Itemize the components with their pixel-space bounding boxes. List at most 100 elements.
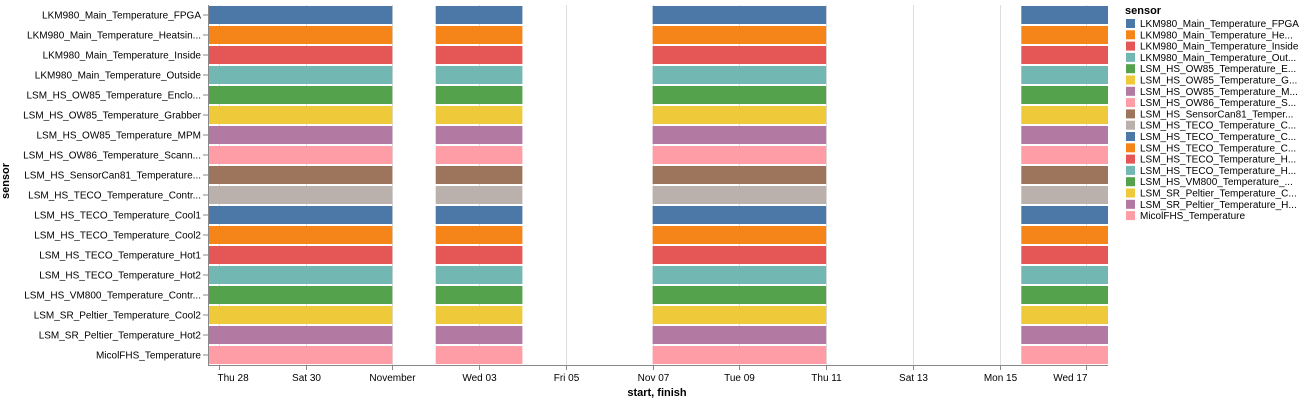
- x-tick-label: Mon 15: [984, 373, 1018, 384]
- gantt-bar: [652, 66, 827, 84]
- legend-label: LSM_HS_TECO_Temperature_H...: [1140, 155, 1296, 166]
- gantt-bar: [652, 126, 827, 144]
- legend-label: LSM_HS_OW85_Temperature_E...: [1140, 64, 1296, 75]
- gantt-bar: [435, 286, 523, 304]
- y-tick-label: LSM_HS_TECO_Temperature_Cool2: [34, 231, 201, 242]
- gantt-bar: [435, 266, 523, 284]
- gantt-bar: [208, 146, 393, 164]
- x-tick-label: Nov 07: [638, 373, 670, 384]
- legend-swatch: [1126, 154, 1135, 164]
- gantt-bar: [435, 246, 523, 264]
- legend-swatch: [1126, 188, 1135, 198]
- gantt-bar: [1021, 186, 1108, 204]
- x-tick-label: Tue 09: [724, 373, 755, 384]
- gantt-bar: [208, 86, 393, 104]
- gantt-bar: [208, 106, 393, 124]
- gantt-bar: [435, 46, 523, 64]
- legend-label: LSM_HS_TECO_Temperature_C...: [1140, 132, 1296, 143]
- x-tick-label: Wed 03: [462, 373, 497, 384]
- gantt-bar: [435, 146, 523, 164]
- y-tick-label: MicolFHS_Temperature: [96, 351, 201, 362]
- legend-swatch: [1126, 19, 1135, 28]
- legend-label: LKM980_Main_Temperature_Inside: [1140, 42, 1299, 53]
- gantt-bar: [435, 26, 523, 44]
- x-axis-title: start, finish: [627, 387, 687, 399]
- y-tick-label: LKM980_Main_Temperature_Heatsin...: [27, 31, 201, 42]
- legend-swatch: [1126, 41, 1135, 51]
- y-tick-label: LSM_HS_VM800_Temperature_Contr...: [24, 291, 201, 302]
- x-tick-label: Fri 05: [554, 373, 580, 384]
- gantt-bar: [1021, 326, 1108, 344]
- legend-label: LKM980_Main_Temperature_Out...: [1140, 53, 1296, 64]
- y-tick-label: LKM980_Main_Temperature_Inside: [43, 51, 202, 62]
- gantt-bar: [1021, 246, 1108, 264]
- y-tick-label: LSM_HS_OW86_Temperature_Scann...: [23, 151, 201, 162]
- legend-label: LSM_HS_OW85_Temperature_M...: [1140, 87, 1298, 98]
- gantt-bar: [652, 286, 827, 304]
- legend-label: LSM_HS_TECO_Temperature_C...: [1140, 121, 1296, 132]
- gantt-bar: [1021, 26, 1108, 44]
- gantt-bar: [435, 86, 523, 104]
- gantt-bar: [1021, 146, 1108, 164]
- y-tick-label: LSM_HS_OW85_Temperature_MPM: [36, 131, 201, 142]
- legend-swatch: [1126, 177, 1135, 187]
- gantt-bar: [435, 226, 523, 244]
- gantt-bar: [208, 206, 393, 224]
- gantt-bar: [435, 126, 523, 144]
- gantt-bar: [435, 346, 523, 364]
- gantt-bar: [208, 226, 393, 244]
- y-tick-label: LKM980_Main_Temperature_FPGA: [42, 11, 201, 22]
- gantt-bar: [652, 26, 827, 44]
- gantt-bar: [1021, 166, 1108, 184]
- gantt-bar: [208, 46, 393, 64]
- x-tick-label: Wed 17: [1053, 373, 1088, 384]
- gantt-bar: [208, 246, 393, 264]
- legend-label: LSM_HS_VM800_Temperature_...: [1140, 177, 1293, 188]
- gantt-bar: [435, 326, 523, 344]
- gantt-bar: [652, 306, 827, 324]
- x-tick-label: Sat 13: [899, 373, 928, 384]
- y-tick-label: LSM_SR_Peltier_Temperature_Hot2: [39, 331, 202, 342]
- x-axis: Thu 28 Sat 30 November Wed 03 Fri 05 Nov 07 Tu…: [208, 365, 1108, 384]
- x-tick-label: Sat 30: [292, 373, 321, 384]
- y-tick-label: LSM_HS_TECO_Temperature_Contr...: [28, 191, 201, 202]
- gantt-bar: [1021, 286, 1108, 304]
- legend: sensor LKM980_Main_Temperature_FPGALKM98…: [1125, 5, 1299, 222]
- gantt-bar: [652, 206, 827, 224]
- gantt-bar: [652, 146, 827, 164]
- legend-swatch: [1126, 98, 1135, 108]
- y-tick-label: LSM_HS_OW85_Temperature_Grabber: [23, 111, 202, 122]
- gantt-bar: [1021, 226, 1108, 244]
- gantt-bar: [1021, 266, 1108, 284]
- legend-swatch: [1126, 211, 1135, 221]
- y-tick-label: LKM980_Main_Temperature_Outside: [35, 71, 202, 82]
- gantt-bar: [652, 86, 827, 104]
- legend-swatch: [1126, 75, 1135, 85]
- gantt-bar: [208, 346, 393, 364]
- gantt-bar: [652, 6, 827, 24]
- y-tick-label: LSM_SR_Peltier_Temperature_Cool2: [34, 311, 202, 322]
- gantt-bar: [208, 126, 393, 144]
- gantt-bar: [652, 46, 827, 64]
- legend-swatch: [1126, 132, 1135, 141]
- legend-swatch: [1126, 165, 1135, 175]
- grid-lines: [219, 5, 1087, 365]
- x-tick-label: Thu 28: [218, 373, 250, 384]
- legend-label: LSM_HS_TECO_Temperature_H...: [1140, 166, 1296, 177]
- gantt-bar: [208, 166, 393, 184]
- gantt-bar: [435, 186, 523, 204]
- gantt-bar: [1021, 66, 1108, 84]
- gantt-bar: [435, 306, 523, 324]
- legend-title: sensor: [1125, 5, 1162, 17]
- legend-label: LSM_HS_SensorCan81_Temper...: [1140, 109, 1293, 120]
- gantt-bar: [435, 106, 523, 124]
- gantt-bar: [208, 286, 393, 304]
- gantt-bar: [1021, 106, 1108, 124]
- gantt-bar: [208, 6, 393, 24]
- legend-swatch: [1126, 86, 1135, 96]
- legend-swatch: [1126, 199, 1135, 209]
- gantt-bar: [652, 106, 827, 124]
- legend-swatch: [1126, 143, 1135, 153]
- legend-label: LSM_HS_OW86_Temperature_S...: [1140, 98, 1296, 109]
